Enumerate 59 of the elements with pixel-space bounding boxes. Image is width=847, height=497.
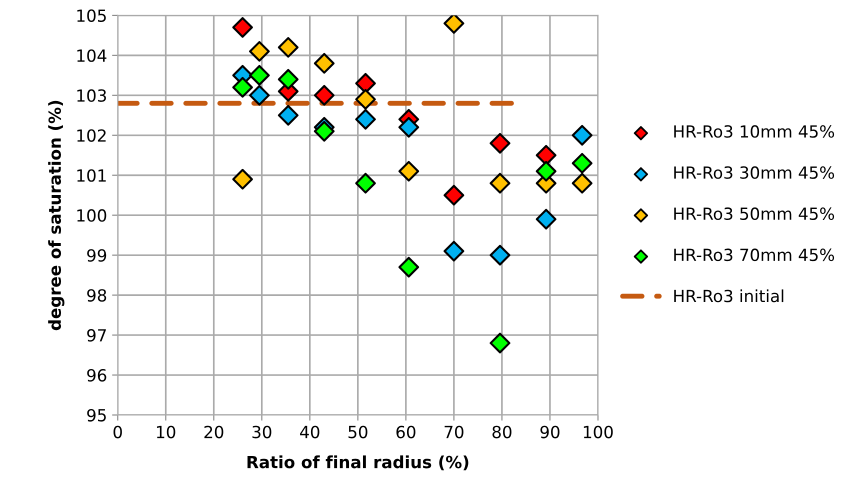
point [232, 168, 253, 190]
point [314, 84, 335, 106]
point [490, 132, 510, 154]
y-axis-title: degree of saturation (%) [48, 100, 64, 330]
y-tick-label: 103 [77, 89, 106, 102]
point [490, 244, 510, 266]
point [444, 15, 464, 34]
x-axis-title: Ratio of final radius (%) [248, 455, 468, 470]
y-tick-label: 102 [77, 129, 106, 142]
x-tick-label: 30 [252, 426, 272, 438]
legend-label: HR-Ro3 30mm 45% [674, 166, 834, 179]
y-tick-label: 100 [77, 209, 106, 222]
point [536, 208, 556, 230]
point [314, 120, 335, 142]
x-tick-label: 70 [444, 426, 464, 438]
point [398, 160, 420, 182]
x-tick-label: 0 [114, 426, 122, 438]
point [444, 240, 464, 262]
x-tick-label: 90 [540, 426, 560, 438]
y-tick-label: 97 [87, 329, 106, 342]
point [278, 104, 299, 126]
point [355, 88, 376, 110]
point [232, 76, 253, 98]
point [355, 108, 376, 130]
point [398, 116, 420, 138]
legend-label: HR-Ro3 50mm 45% [674, 207, 834, 220]
legend-label: HR-Ro3 10mm 45% [674, 125, 834, 138]
point [490, 172, 510, 194]
y-tick-label: 96 [87, 369, 106, 382]
point [444, 184, 464, 206]
point [314, 52, 335, 74]
point [572, 172, 592, 194]
point [278, 68, 299, 90]
x-tick-label: 60 [396, 426, 416, 438]
point [249, 41, 270, 62]
y-tick-label: 104 [77, 49, 106, 62]
x-tick-label: 40 [300, 426, 320, 438]
point [249, 64, 270, 86]
legend-label: HR-Ro3 70mm 45% [674, 248, 834, 262]
x-tick-label: 80 [492, 426, 512, 438]
x-tick-label: 10 [156, 426, 176, 438]
legend-label: HR-Ro3 initial [674, 289, 784, 302]
point [572, 152, 592, 174]
y-tick-label: 95 [87, 408, 106, 422]
x-tick-label: 100 [584, 426, 613, 438]
point [572, 124, 592, 146]
y-tick-label: 99 [87, 249, 106, 262]
point [536, 160, 556, 182]
y-tick-label: 105 [77, 9, 106, 22]
x-tick-label: 50 [348, 426, 368, 438]
y-tick-label: 98 [87, 289, 106, 302]
point [278, 37, 299, 58]
point [232, 17, 253, 38]
point [490, 332, 510, 354]
y-tick-label: 101 [77, 169, 106, 182]
point [398, 256, 420, 278]
x-tick-label: 20 [204, 426, 224, 438]
point [249, 84, 270, 106]
point [355, 172, 376, 194]
